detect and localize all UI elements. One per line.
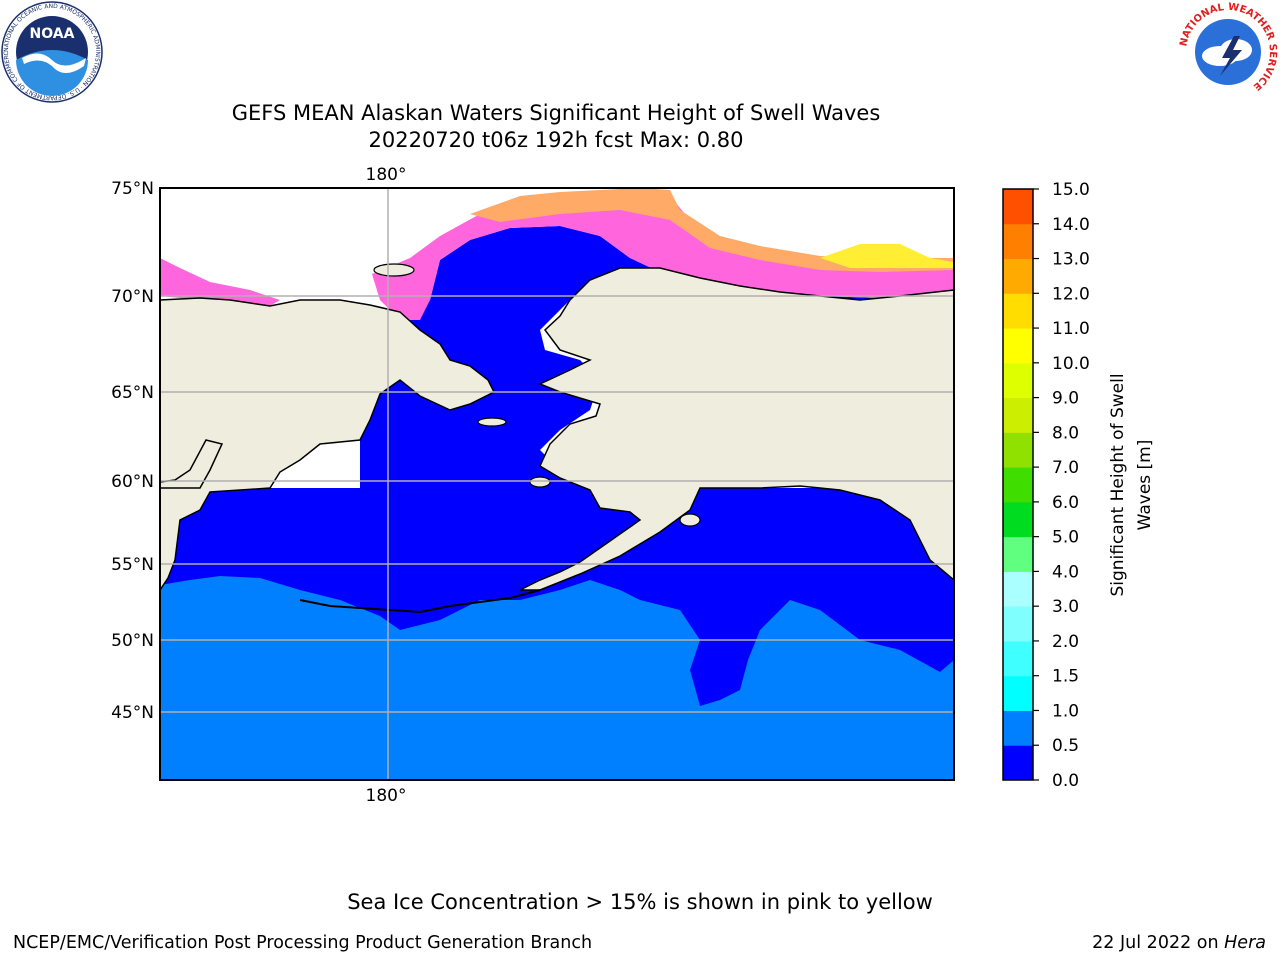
wrangel-island (373, 263, 415, 277)
colorbar-tick-label: 10.0 (1052, 354, 1090, 374)
colorbar-tick-label: 8.0 (1052, 423, 1079, 443)
colorbar-segment (1003, 328, 1033, 364)
colorbar-ticks: 15.0 14.0 13.0 12.0 11.0 10.0 9.0 8.0 7.0 6.0 5.0 4… (1033, 180, 1090, 791)
lat-label: 75°N (111, 179, 154, 199)
st-lawrence-island (477, 417, 507, 427)
footer-host: Hera (1224, 933, 1266, 953)
land-alaska (519, 267, 954, 591)
colorbar-label-line2: Waves [m] (1135, 440, 1155, 531)
colorbar-segment (1003, 501, 1033, 538)
lat-label: 70°N (111, 287, 154, 307)
colorbar-segment (1003, 258, 1033, 294)
colorbar-segment (1003, 189, 1033, 225)
footer-date-prefix: 22 Jul 2022 on (1092, 933, 1225, 953)
colorbar-segment (1003, 745, 1033, 781)
colorbar-tick-label: 1.0 (1052, 701, 1079, 721)
colorbar-tick-label: 2.0 (1052, 632, 1079, 652)
aleutian-islands (299, 589, 541, 614)
colorbar-segment (1003, 223, 1033, 260)
colorbar-tick-label: 13.0 (1052, 250, 1090, 270)
colorbar-tick-label: 9.0 (1052, 389, 1079, 409)
lat-label: 45°N (111, 703, 154, 723)
sea-ice-note: Sea Ice Concentration > 15% is shown in … (347, 890, 933, 914)
colorbar-tick-label: 3.0 (1052, 597, 1079, 617)
sea-ice-yellow (820, 244, 954, 268)
colorbar-tick-label: 7.0 (1052, 458, 1079, 478)
colorbar-tick-label: 15.0 (1052, 180, 1090, 200)
colorbar-label-line1: Significant Height of Swell (1108, 373, 1128, 596)
kodiak-island (679, 513, 701, 527)
colorbar-tick-label: 6.0 (1052, 493, 1079, 513)
map-panel (160, 188, 954, 780)
colorbar-tick-label: 4.0 (1052, 562, 1079, 582)
colorbar-tick-label: 0.5 (1052, 736, 1079, 756)
colorbar-segment (1003, 675, 1033, 711)
chart-subtitle: 20220720 t06z 192h fcst Max: 0.80 (368, 128, 744, 152)
lat-label: 55°N (111, 555, 154, 575)
footer-date: 22 Jul 2022 on Hera (1092, 933, 1266, 953)
colorbar-frame (1002, 188, 1034, 781)
lon-label-top: 180° (366, 165, 407, 185)
colorbar (1002, 188, 1034, 781)
lat-label: 60°N (111, 472, 154, 492)
sea-ice-orange (470, 188, 954, 272)
lon-label-bottom: 180° (366, 786, 407, 806)
footer-producer: NCEP/EMC/Verification Post Processing Pr… (13, 933, 593, 953)
lat-label: 65°N (111, 383, 154, 403)
colorbar-tick-label: 14.0 (1052, 215, 1090, 235)
sea-ice-pink (372, 192, 954, 320)
ocean-swell-0-0.5-north (160, 488, 954, 706)
nunivak-island (529, 476, 551, 488)
lat-label: 50°N (111, 631, 154, 651)
colorbar-segment (1003, 397, 1033, 433)
colorbar-segment (1003, 293, 1033, 329)
ocean-swell-0-0.5-arctic (360, 226, 954, 488)
colorbar-segment (1003, 432, 1033, 468)
land-siberia (160, 297, 496, 592)
chart-title: GEFS MEAN Alaskan Waters Significant Hei… (231, 101, 881, 125)
nws-logo: NATIONAL WEATHER SERVICE (1178, 2, 1278, 102)
colorbar-segment (1003, 467, 1033, 503)
colorbar-segment (1003, 710, 1033, 746)
colorbar-segment (1003, 362, 1033, 399)
colorbar-tick-label: 12.0 (1052, 284, 1090, 304)
colorbar-segment (1003, 640, 1033, 677)
noaa-logo-text: NOAA (30, 26, 75, 42)
colorbar-segment (1003, 536, 1033, 572)
colorbar-segment (1003, 571, 1033, 607)
colorbar-tick-label: 5.0 (1052, 528, 1079, 548)
colorbar-segment (1003, 606, 1033, 642)
colorbar-tick-label: 11.0 (1052, 319, 1090, 339)
colorbar-tick-label: 1.5 (1052, 667, 1079, 687)
map-gridlines (160, 188, 954, 780)
noaa-logo: NATIONAL OCEANIC AND ATMOSPHERIC ADMINIS… (0, 0, 103, 103)
colorbar-tick-label: 0.0 (1052, 771, 1079, 791)
map-frame (159, 187, 955, 781)
